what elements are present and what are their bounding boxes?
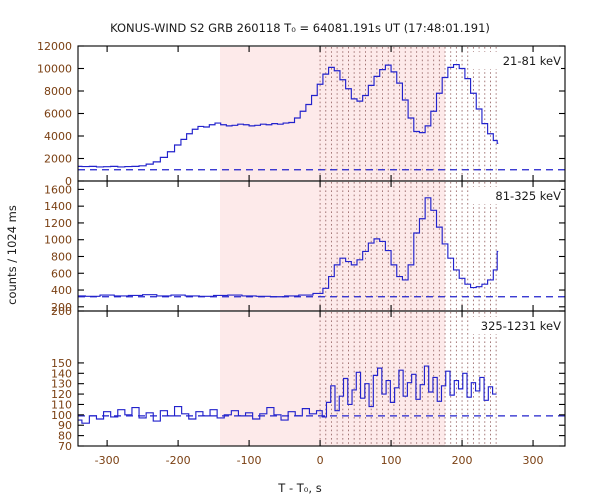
band-label-bg-2 (469, 187, 561, 204)
lightcurve-1 (78, 63, 499, 168)
band-label-bg-3 (469, 317, 561, 334)
y-tick-label: 4000 (44, 130, 72, 143)
y-tick-label: 120 (51, 388, 72, 401)
band-label-1: 21-81 keV (503, 54, 561, 68)
x-tick-label: -100 (237, 454, 262, 467)
x-tick-label: -200 (166, 454, 191, 467)
panel-2: 200 400 600 800 1000 1200 1400 1600 81-325 keV (44, 180, 566, 314)
y-tick-label: 1400 (44, 200, 72, 213)
page-title: KONUS-WIND S2 GRB 260118 T₀ = 64081.191s… (110, 21, 490, 35)
band-label-2: 81-325 keV (495, 189, 561, 203)
y-tick-label: 110 (51, 398, 72, 411)
y-tick-label: 8000 (44, 85, 72, 98)
y-tick-label: 80 (58, 430, 72, 443)
y-tick-label: 130 (51, 378, 72, 391)
y-tick-label: 150 (51, 357, 72, 370)
y-tick-label: 1600 (44, 183, 72, 196)
y-tick-label: 70 (58, 440, 72, 453)
x-tick-label: 0 (317, 454, 324, 467)
shaded-interval-3 (219, 312, 446, 446)
y-tick-label: 100 (51, 409, 72, 422)
shaded-interval-1 (219, 47, 446, 181)
band-label-3: 325-1231 keV (481, 319, 561, 333)
y-tick-label: 2000 (44, 153, 72, 166)
y-tick-label: 200 (51, 301, 72, 314)
x-tick-label: -300 (95, 454, 120, 467)
y-tick-label: 10000 (37, 63, 72, 76)
y-tick-label: 12000 (37, 40, 72, 53)
x-tick-label: 100 (381, 454, 402, 467)
y-tick-label: 6000 (44, 108, 72, 121)
y-tick-label: 200 (51, 305, 72, 318)
y-tick-label: 90 (58, 419, 72, 432)
y-tick-label: 800 (51, 250, 72, 263)
x-tick-label: 300 (523, 454, 544, 467)
y-axis-label: counts / 1024 ms (5, 205, 19, 305)
y-tick-label: 1200 (44, 217, 72, 230)
y-tick-label: 400 (51, 284, 72, 297)
y-tick-label: 600 (51, 267, 72, 280)
y-tick-label: 140 (51, 367, 72, 380)
band-label-bg-1 (469, 52, 561, 69)
lightcurve-3 (78, 365, 497, 424)
lightcurve-2 (78, 197, 499, 298)
x-axis-label: T - T₀, s (277, 481, 321, 495)
panel-frame-3 (77, 310, 566, 447)
x-tick-label: 200 (452, 454, 473, 467)
shaded-interval-2 (219, 182, 446, 311)
panel-1: 0 2000 4000 6000 8000 10000 12000 21-81 keV (37, 40, 566, 188)
y-tick-label: 1000 (44, 234, 72, 247)
y-tick-label: 0 (65, 175, 72, 188)
